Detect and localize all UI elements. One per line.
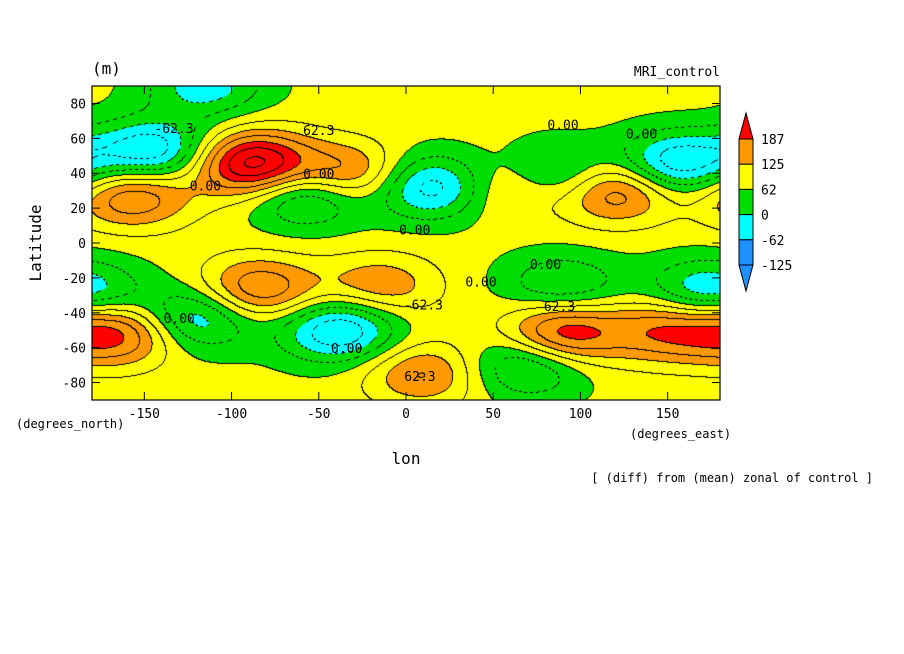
- x-tick-label: 150: [656, 407, 679, 422]
- colorbar-swatch: [738, 138, 754, 165]
- contour-label: 62.3: [544, 300, 575, 315]
- y-axis-label: Latitude: [26, 204, 45, 281]
- x-tick-label: -150: [129, 407, 160, 422]
- contour-label: 0.00: [190, 180, 221, 195]
- plot-area: -62.3 62.3 0.00 0.00 0.00 0.00 0.00 0.00 0.00 0.0…: [91, 85, 721, 401]
- x-tick-label: 50: [485, 407, 501, 422]
- colorbar-swatch: [738, 239, 754, 266]
- colorbar-label: 125: [761, 158, 784, 173]
- y-tick-label: -40: [63, 307, 86, 322]
- colorbar-label: 62: [761, 183, 777, 198]
- x-axis-label: lon: [392, 449, 421, 468]
- colorbar-swatch: [738, 214, 754, 241]
- y-tick-label: -80: [63, 377, 86, 392]
- colorbar-extend-bottom: [738, 264, 754, 293]
- y-units-label: (degrees_north): [16, 417, 124, 431]
- x-units-label: (degrees_east): [630, 427, 731, 441]
- contour-label: 0.00: [465, 276, 496, 291]
- y-tick-label: 0: [78, 237, 86, 252]
- contour-label: 0.00: [303, 167, 334, 182]
- y-tick-label: 80: [70, 97, 86, 112]
- x-tick-label: 0: [402, 407, 410, 422]
- chart-title: MRI_control: [634, 65, 720, 80]
- contour-label: 0.00: [547, 119, 578, 134]
- contour-label: 0.00: [530, 258, 561, 273]
- colorbar-label: 187: [761, 133, 784, 148]
- x-tick-label: 100: [569, 407, 592, 422]
- y-axis: 80 60 40 20 0 -20 -40 -60 -80: [63, 97, 720, 392]
- contour-label: 62.3: [303, 124, 334, 139]
- contour-labels: -62.3 62.3 0.00 0.00 0.00 0.00 0.00 0.00 0.00 0.0…: [154, 119, 657, 385]
- contour-label: 0.00: [331, 342, 362, 357]
- contour-label: 0.00: [626, 127, 657, 142]
- units-label: (m): [92, 59, 121, 78]
- y-tick-label: 40: [70, 167, 86, 182]
- contour-label: 0.00: [164, 312, 195, 327]
- colorbar-swatch: [738, 188, 754, 216]
- x-tick-label: -50: [307, 407, 330, 422]
- colorbar-extend-top: [738, 111, 754, 140]
- contour-label: 62.3: [404, 370, 435, 385]
- y-tick-label: 20: [70, 202, 86, 217]
- y-tick-label: -60: [63, 342, 86, 357]
- x-axis: -150 -100 -50 0 50 100 150: [129, 86, 679, 422]
- contour-label: -62.3: [154, 122, 193, 137]
- contour-label: 0.00: [399, 223, 430, 238]
- colorbar-label: -125: [761, 259, 792, 274]
- colorbar-swatch: [738, 163, 754, 190]
- x-tick-label: -100: [216, 407, 247, 422]
- colorbar: 187 125 62 0 -62 -125: [738, 111, 792, 293]
- caption: [ (diff) from (mean) zonal of control ]: [591, 471, 873, 485]
- colorbar-label: 0: [761, 209, 769, 224]
- y-tick-label: 60: [70, 132, 86, 147]
- y-tick-label: -20: [63, 272, 86, 287]
- contour-field: [92, 86, 720, 400]
- colorbar-label: -62: [761, 234, 784, 249]
- contour-label: -62.3: [404, 298, 443, 313]
